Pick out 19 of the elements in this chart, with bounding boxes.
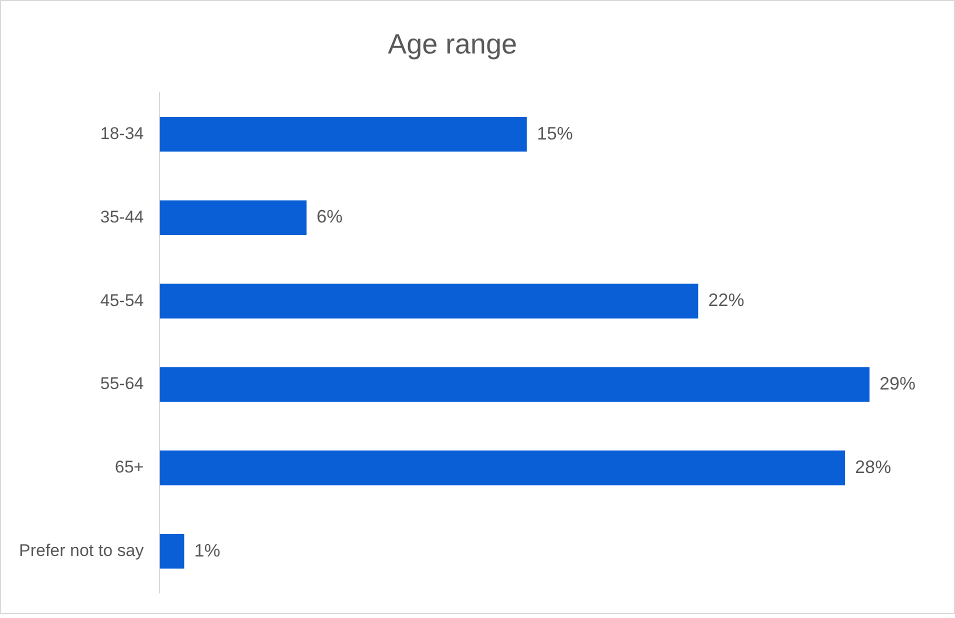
bar xyxy=(160,284,698,318)
chart-title: Age range xyxy=(388,28,518,60)
bar xyxy=(160,200,307,236)
y-tick-label: 35-44 xyxy=(100,207,144,226)
data-label: 22% xyxy=(708,290,744,310)
data-label: 29% xyxy=(880,373,916,394)
data-label: 28% xyxy=(855,456,892,477)
bar xyxy=(160,450,846,486)
bar xyxy=(160,116,527,152)
y-tick-label: 65+ xyxy=(114,458,144,477)
y-tick-label: 18-34 xyxy=(100,124,144,143)
y-tick-label: 55-64 xyxy=(100,374,144,394)
bar xyxy=(160,534,184,569)
bar xyxy=(160,367,870,402)
y-tick-label: Prefer not to say xyxy=(18,540,144,560)
data-label: 1% xyxy=(194,540,220,560)
y-tick-label: 45-54 xyxy=(100,290,144,310)
data-label: 6% xyxy=(316,206,343,227)
data-label: 15% xyxy=(536,123,573,144)
